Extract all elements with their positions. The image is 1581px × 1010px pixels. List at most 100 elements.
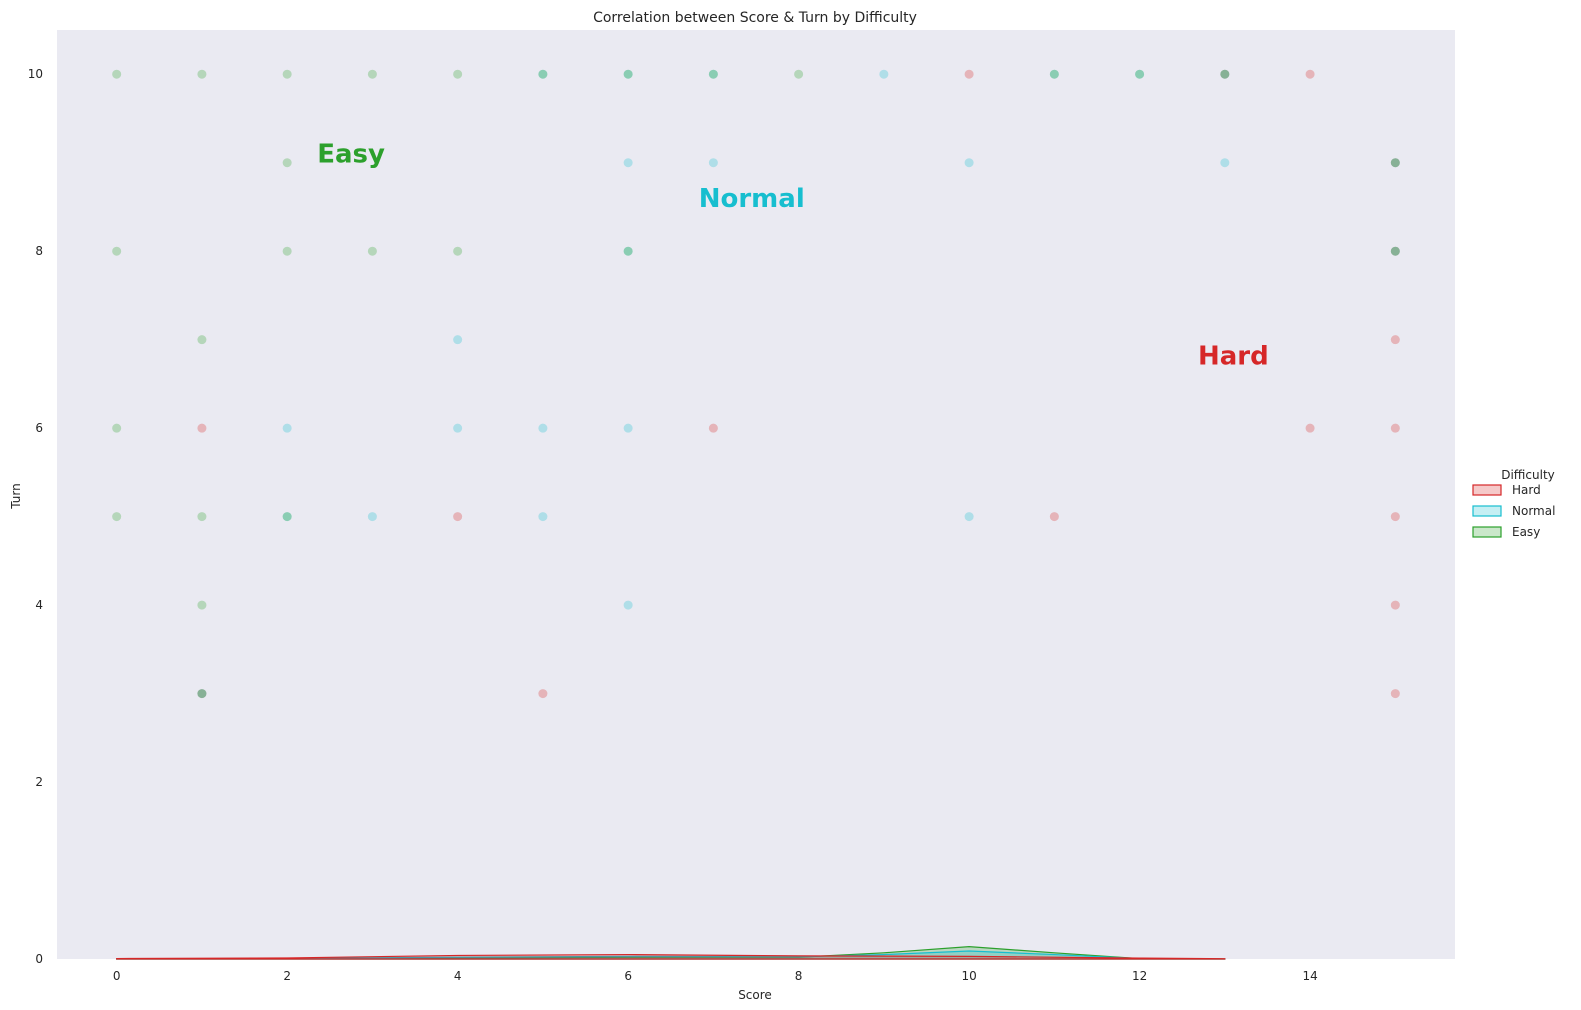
point-easy — [112, 512, 122, 522]
point-hard — [964, 69, 974, 79]
x-axis-label: Score — [738, 988, 772, 1002]
point-normal — [1135, 69, 1145, 79]
point-hard — [1049, 512, 1059, 522]
annotation-normal: Normal — [699, 184, 805, 214]
points-layer — [112, 69, 1400, 699]
x-tick-label: 14 — [1302, 969, 1317, 983]
legend-swatch-easy — [1472, 526, 1502, 538]
point-easy — [1390, 246, 1400, 256]
point-normal — [197, 689, 207, 699]
y-tick-label: 2 — [35, 775, 43, 789]
point-easy — [112, 423, 122, 433]
point-hard — [1390, 600, 1400, 610]
point-easy — [112, 246, 122, 256]
point-easy — [453, 246, 463, 256]
point-normal — [538, 69, 548, 79]
point-normal — [964, 158, 974, 168]
point-easy — [794, 69, 804, 79]
point-normal — [708, 158, 718, 168]
point-hard — [1305, 423, 1315, 433]
y-tick-label: 4 — [35, 598, 43, 612]
point-normal — [282, 423, 292, 433]
point-hard — [197, 689, 207, 699]
point-hard — [1390, 335, 1400, 345]
point-easy — [197, 335, 207, 345]
annotation-easy: Easy — [317, 140, 385, 170]
x-tick-label: 4 — [454, 969, 462, 983]
x-tick-label: 6 — [624, 969, 632, 983]
legend-swatch-normal — [1472, 505, 1502, 517]
y-tick-label: 0 — [35, 952, 43, 966]
point-hard — [1390, 246, 1400, 256]
point-easy — [623, 69, 633, 79]
legend: Difficulty Hard Normal Easy — [1472, 468, 1555, 539]
point-easy — [623, 246, 633, 256]
point-easy — [1135, 69, 1145, 79]
point-normal — [453, 335, 463, 345]
point-normal — [708, 69, 718, 79]
y-tick-label: 8 — [35, 244, 43, 258]
point-easy — [1220, 69, 1230, 79]
x-tick-label: 8 — [795, 969, 803, 983]
point-hard — [1220, 69, 1230, 79]
y-tick-label: 6 — [35, 421, 43, 435]
point-hard — [197, 423, 207, 433]
point-easy — [197, 600, 207, 610]
y-tick-label: 10 — [28, 67, 43, 81]
y-axis-ticks: 0 2 4 6 8 10 — [28, 67, 43, 966]
point-normal — [538, 512, 548, 522]
point-normal — [623, 69, 633, 79]
point-hard — [1305, 69, 1315, 79]
point-easy — [1390, 158, 1400, 168]
point-easy — [282, 246, 292, 256]
point-hard — [453, 512, 463, 522]
point-hard — [1390, 689, 1400, 699]
point-normal — [1390, 246, 1400, 256]
point-easy — [367, 69, 377, 79]
x-tick-label: 10 — [961, 969, 976, 983]
point-easy — [197, 512, 207, 522]
point-normal — [1049, 69, 1059, 79]
point-normal — [1220, 69, 1230, 79]
point-hard — [1390, 158, 1400, 168]
point-easy — [282, 69, 292, 79]
point-normal — [282, 512, 292, 522]
point-normal — [1390, 158, 1400, 168]
x-axis-ticks: 0 2 4 6 8 10 12 14 — [113, 969, 1318, 983]
point-easy — [453, 69, 463, 79]
point-easy — [1049, 69, 1059, 79]
x-tick-label: 12 — [1132, 969, 1147, 983]
point-hard — [1390, 512, 1400, 522]
point-hard — [708, 423, 718, 433]
point-normal — [623, 600, 633, 610]
chart-title: Correlation between Score & Turn by Diff… — [593, 10, 917, 26]
legend-label-hard: Hard — [1512, 483, 1541, 497]
point-normal — [538, 423, 548, 433]
annotation-hard: Hard — [1198, 341, 1269, 371]
legend-label-easy: Easy — [1512, 525, 1540, 539]
point-easy — [282, 512, 292, 522]
point-easy — [367, 246, 377, 256]
point-easy — [197, 69, 207, 79]
legend-title: Difficulty — [1501, 468, 1555, 482]
point-normal — [453, 423, 463, 433]
point-normal — [623, 158, 633, 168]
plot-area — [57, 30, 1455, 959]
point-easy — [197, 689, 207, 699]
legend-label-normal: Normal — [1512, 504, 1555, 518]
x-tick-label: 0 — [113, 969, 121, 983]
point-normal — [879, 69, 889, 79]
x-tick-label: 2 — [283, 969, 291, 983]
y-axis-label: Turn — [9, 483, 23, 509]
point-easy — [282, 158, 292, 168]
density-layer — [116, 946, 1226, 960]
point-easy — [112, 69, 122, 79]
annotation-layer: Easy Normal Hard — [317, 140, 1269, 372]
point-normal — [623, 423, 633, 433]
point-hard — [1390, 423, 1400, 433]
point-normal — [964, 512, 974, 522]
point-easy — [708, 69, 718, 79]
point-normal — [1220, 158, 1230, 168]
point-hard — [538, 689, 548, 699]
